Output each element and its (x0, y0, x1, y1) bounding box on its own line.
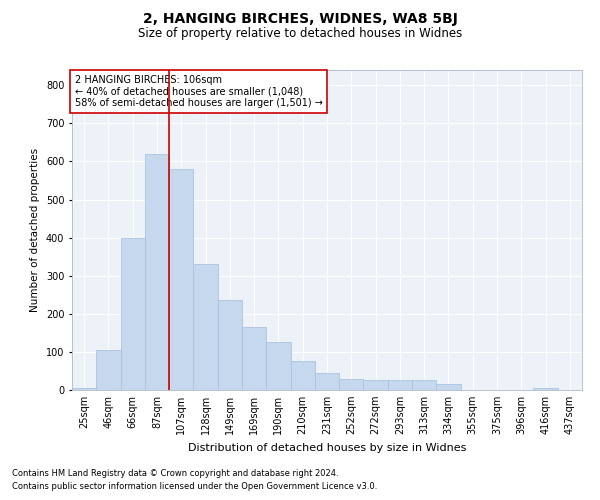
Bar (218, 300, 242, 390)
Bar (242, 327, 266, 390)
Bar (315, 373, 339, 390)
Bar (266, 342, 290, 390)
Text: Size of property relative to detached houses in Widnes: Size of property relative to detached ho… (138, 28, 462, 40)
X-axis label: Distribution of detached houses by size in Widnes: Distribution of detached houses by size … (188, 442, 466, 452)
Bar (290, 362, 315, 390)
Bar (436, 384, 461, 390)
Bar (121, 238, 145, 390)
Text: Contains HM Land Registry data © Crown copyright and database right 2024.: Contains HM Land Registry data © Crown c… (12, 468, 338, 477)
Text: Contains public sector information licensed under the Open Government Licence v3: Contains public sector information licen… (12, 482, 377, 491)
Bar (193, 264, 218, 390)
Text: 2, HANGING BIRCHES, WIDNES, WA8 5BJ: 2, HANGING BIRCHES, WIDNES, WA8 5BJ (143, 12, 457, 26)
Bar (388, 380, 412, 390)
Bar (96, 350, 121, 390)
Bar (412, 380, 436, 390)
Bar (72, 388, 96, 390)
Bar (169, 169, 193, 390)
Bar (364, 380, 388, 390)
Y-axis label: Number of detached properties: Number of detached properties (31, 148, 40, 312)
Text: 2 HANGING BIRCHES: 106sqm
← 40% of detached houses are smaller (1,048)
58% of se: 2 HANGING BIRCHES: 106sqm ← 40% of detac… (74, 75, 322, 108)
Bar (533, 388, 558, 390)
Bar (339, 378, 364, 390)
Bar (145, 154, 169, 390)
